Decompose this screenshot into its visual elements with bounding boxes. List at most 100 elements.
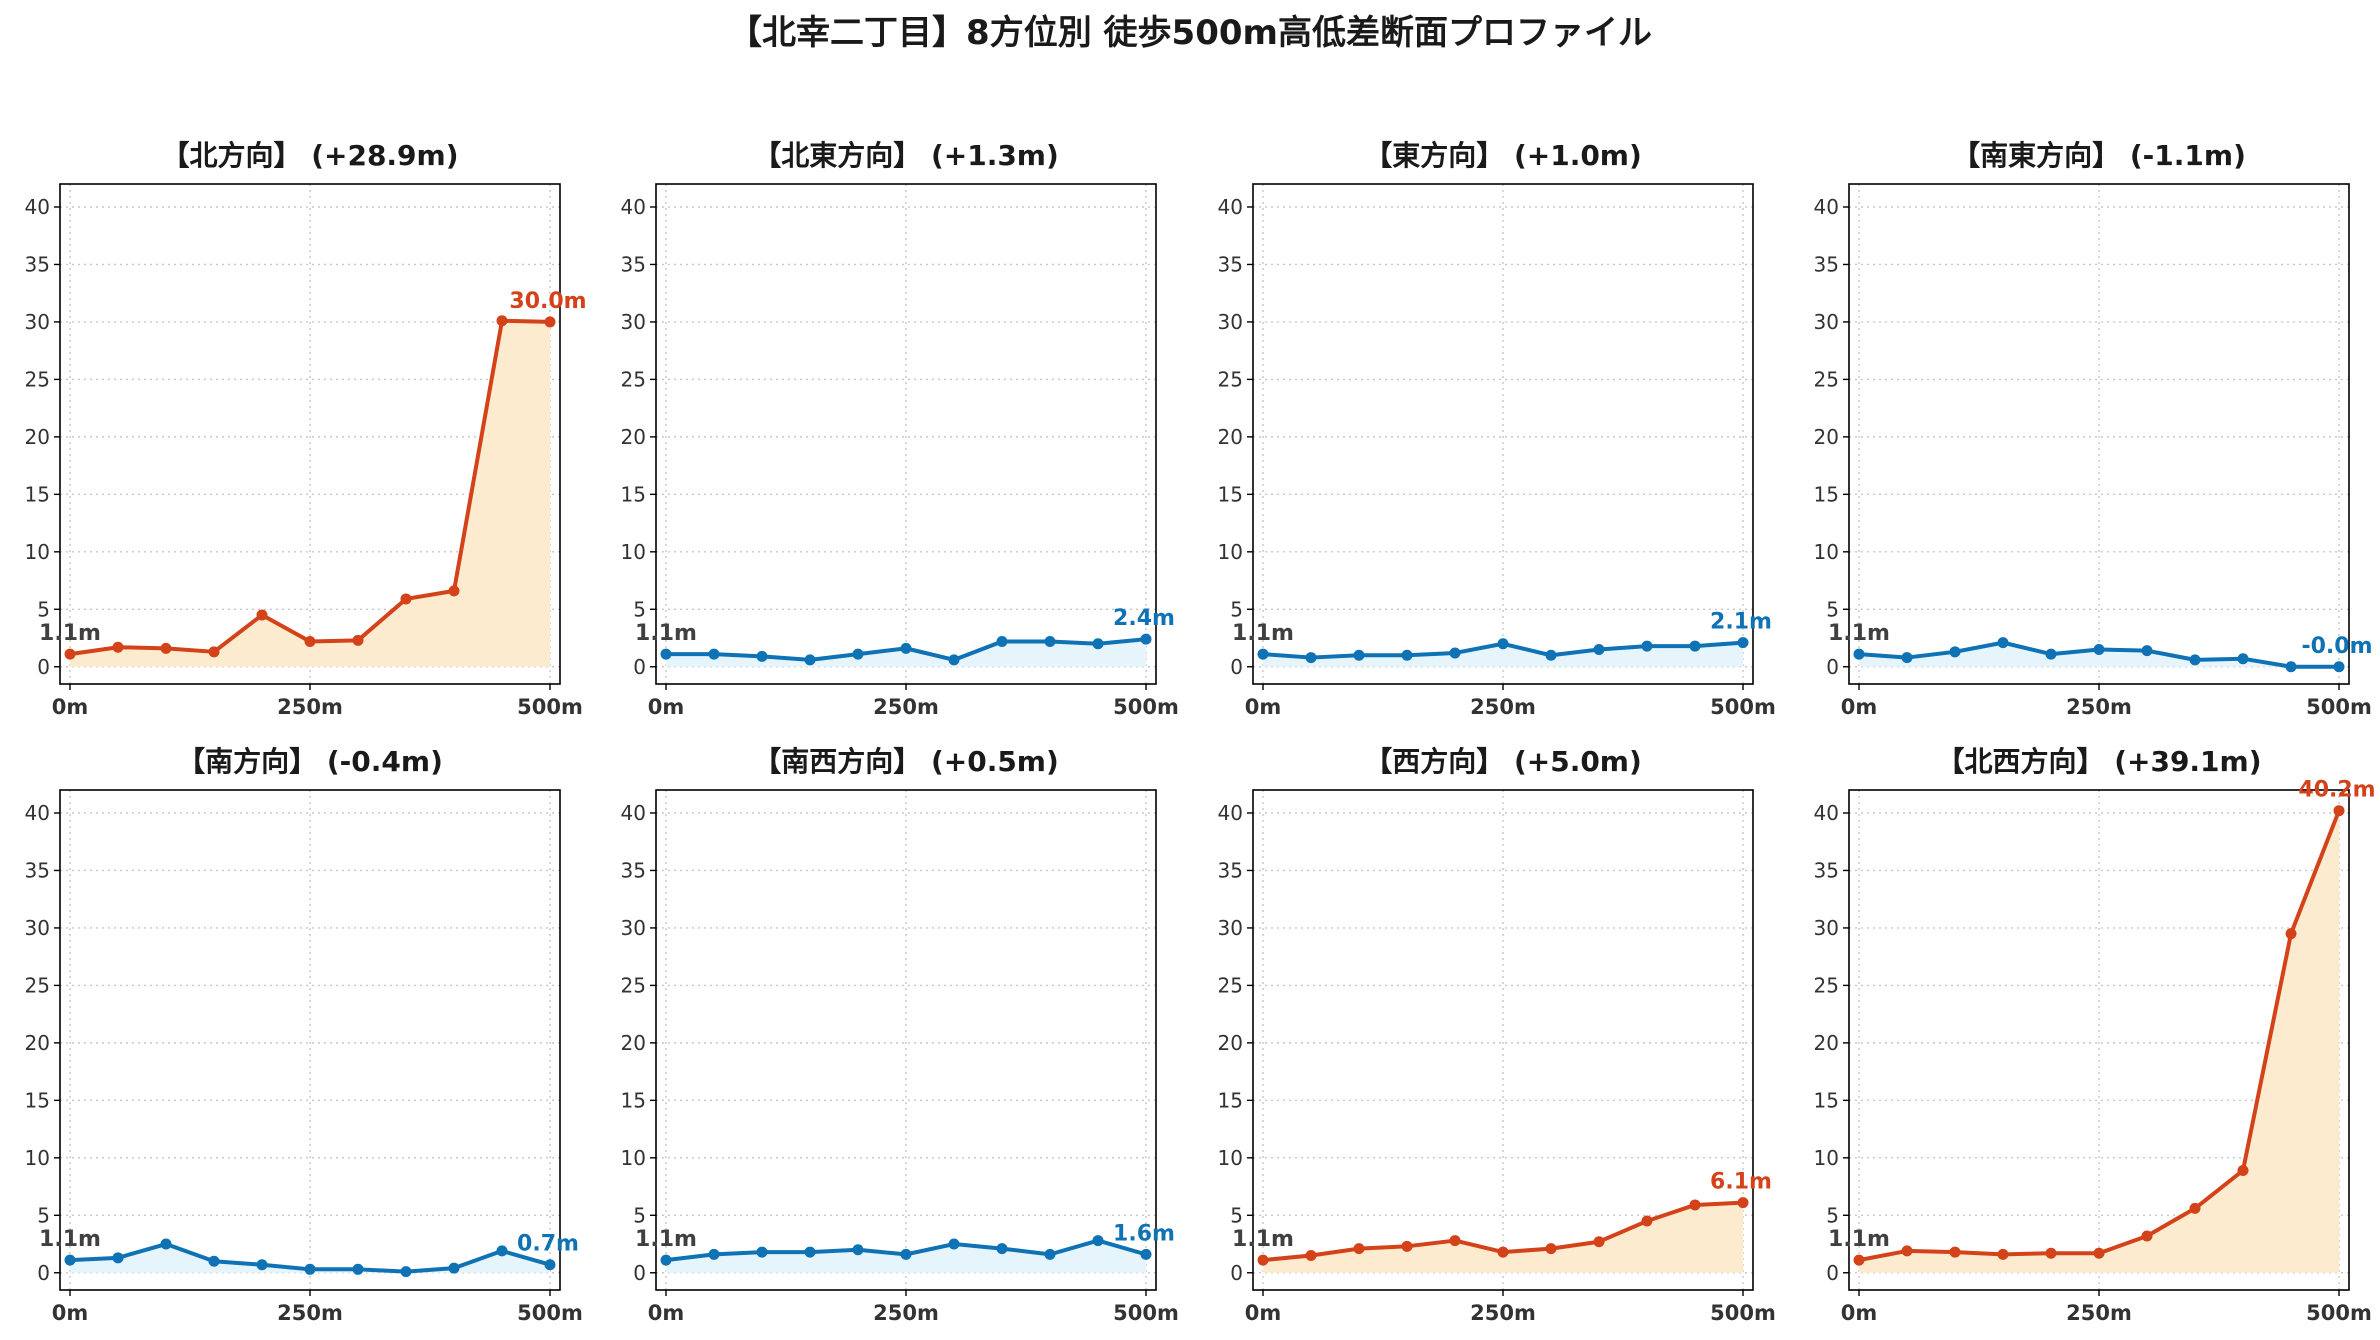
y-tick-label: 20: [25, 425, 50, 449]
panel-6: 【西方向】 (+5.0m) 0 5 10 15 20 25 30 35 40 0m 250m 500m 1…: [1218, 745, 1776, 1325]
profile-point: [112, 641, 124, 653]
profile-point: [1997, 1248, 2009, 1260]
profile-point: [2093, 1247, 2105, 1259]
y-tick-label: 30: [1218, 310, 1243, 334]
y-tick-label: 0: [1826, 1261, 1839, 1285]
profile-point: [1449, 1235, 1461, 1247]
y-tick-label: 10: [1218, 540, 1243, 564]
y-tick-label: 0: [1826, 655, 1839, 679]
profile-point: [2333, 805, 2345, 817]
x-tick-label: 250m: [873, 1301, 939, 1325]
profile-point: [2237, 1164, 2249, 1176]
profile-area: [70, 1244, 550, 1273]
y-tick-label: 15: [1218, 482, 1243, 506]
profile-point: [256, 609, 268, 621]
end-value-label: 1.6m: [1113, 1221, 1175, 1246]
profile-point: [1353, 1243, 1365, 1255]
profile-point: [1545, 1243, 1557, 1255]
x-tick-label: 250m: [1470, 695, 1536, 719]
y-tick-label: 0: [633, 1261, 646, 1285]
profile-point: [2189, 1202, 2201, 1214]
y-tick-label: 25: [25, 973, 50, 997]
profile-point: [1401, 1240, 1413, 1252]
x-tick-label: 0m: [648, 695, 685, 719]
x-tick-label: 500m: [2306, 1301, 2372, 1325]
profile-point: [304, 1263, 316, 1275]
y-tick-label: 25: [25, 367, 50, 391]
profile-point: [160, 642, 172, 654]
profile-point: [112, 1252, 124, 1264]
panel-title: 【北方向】 (+28.9m): [161, 139, 458, 172]
panel-0: 【北方向】 (+28.9m) 0 5 10 15 20 25 30 35 40 0m 250m 500m…: [25, 139, 587, 719]
profile-point: [1044, 635, 1056, 647]
y-tick-label: 40: [1218, 801, 1243, 825]
y-tick-label: 0: [633, 655, 646, 679]
y-tick-label: 40: [25, 801, 50, 825]
y-tick-label: 25: [1218, 367, 1243, 391]
profile-point: [660, 1254, 672, 1266]
y-tick-label: 35: [621, 858, 646, 882]
figure-title: 【北幸二丁目】8方位別 徒歩500m高低差断面プロファイル: [728, 13, 1652, 53]
profile-point: [1092, 1235, 1104, 1247]
x-tick-label: 250m: [2066, 1301, 2132, 1325]
y-tick-label: 30: [1814, 310, 1839, 334]
y-tick-label: 15: [621, 1088, 646, 1112]
y-tick-label: 10: [25, 540, 50, 564]
y-tick-label: 10: [1814, 1146, 1839, 1170]
y-tick-label: 20: [1218, 1031, 1243, 1055]
profile-point: [2333, 661, 2345, 673]
y-tick-label: 5: [1230, 1203, 1243, 1227]
y-tick-label: 10: [1814, 540, 1839, 564]
profile-point: [1689, 640, 1701, 652]
profile-point: [160, 1238, 172, 1250]
x-tick-label: 500m: [517, 1301, 583, 1325]
profile-point: [1593, 1236, 1605, 1248]
panel-title: 【西方向】 (+5.0m): [1364, 745, 1642, 778]
y-tick-label: 40: [25, 195, 50, 219]
profile-point: [1497, 638, 1509, 650]
y-tick-label: 40: [1218, 195, 1243, 219]
profile-point: [1401, 649, 1413, 661]
profile-point: [1449, 647, 1461, 659]
profile-point: [996, 1243, 1008, 1255]
profile-point: [2237, 653, 2249, 665]
profile-point: [1305, 652, 1317, 664]
profile-point: [1257, 648, 1269, 660]
x-tick-label: 500m: [1113, 695, 1179, 719]
y-tick-label: 5: [1826, 1203, 1839, 1227]
x-tick-label: 250m: [873, 695, 939, 719]
panel-title: 【南東方向】 (-1.1m): [1952, 139, 2246, 172]
profile-point: [544, 1259, 556, 1271]
y-tick-label: 5: [37, 597, 50, 621]
y-tick-label: 5: [633, 1203, 646, 1227]
profile-point: [900, 1248, 912, 1260]
profile-point: [852, 648, 864, 660]
start-value-label: 1.1m: [1828, 621, 1890, 646]
profile-point: [2093, 644, 2105, 656]
start-value-label: 1.1m: [635, 621, 697, 646]
profile-point: [2045, 648, 2057, 660]
y-tick-label: 10: [621, 1146, 646, 1170]
y-tick-label: 10: [621, 540, 646, 564]
y-tick-label: 35: [1814, 252, 1839, 276]
profile-point: [1949, 1246, 1961, 1258]
profile-point: [352, 634, 364, 646]
panel-5: 【南西方向】 (+0.5m) 0 5 10 15 20 25 30 35 40 0m 250m 500m…: [621, 745, 1179, 1325]
y-tick-label: 35: [25, 252, 50, 276]
y-tick-label: 40: [1814, 195, 1839, 219]
y-tick-label: 0: [1230, 655, 1243, 679]
start-value-label: 1.1m: [635, 1227, 697, 1252]
x-tick-label: 0m: [1841, 1301, 1878, 1325]
profile-point: [496, 315, 508, 327]
panel-title: 【南方向】 (-0.4m): [177, 745, 443, 778]
x-tick-label: 250m: [277, 695, 343, 719]
profile-point: [256, 1259, 268, 1271]
y-tick-label: 15: [25, 482, 50, 506]
profile-point: [2285, 661, 2297, 673]
profile-point: [64, 1254, 76, 1266]
end-value-label: 6.1m: [1710, 1170, 1772, 1195]
profile-point: [708, 648, 720, 660]
profile-point: [208, 646, 220, 658]
